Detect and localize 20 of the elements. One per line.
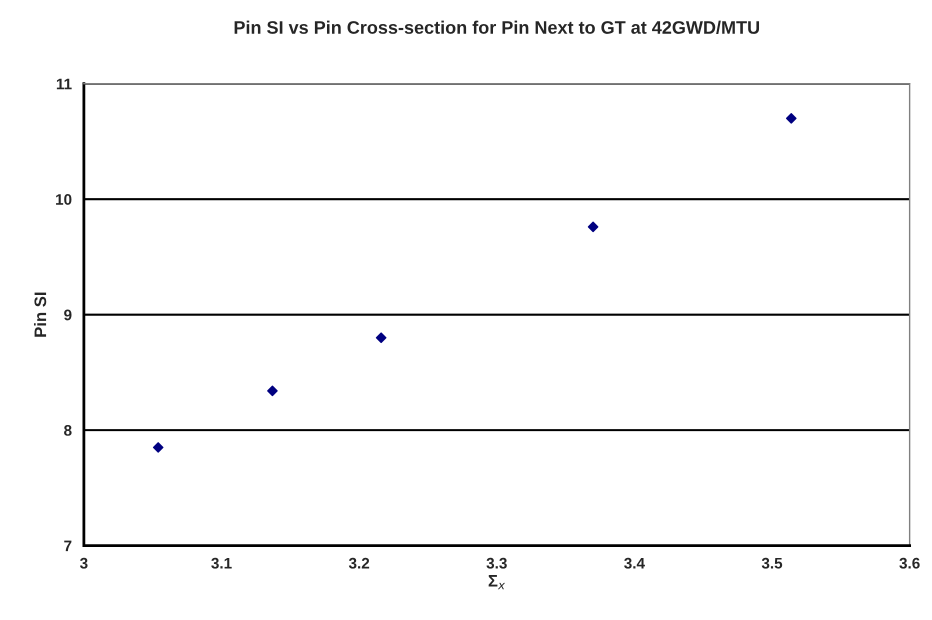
x-tick-label: 3.5 xyxy=(762,558,782,569)
x-tick-label: 3.3 xyxy=(486,558,507,569)
x-tick-label: 3 xyxy=(80,558,88,569)
point xyxy=(786,113,797,124)
y-tick-label: 10 xyxy=(56,194,72,205)
x-tick-label: 3.6 xyxy=(899,558,920,569)
x-tick-label: 3.4 xyxy=(624,558,645,569)
x-axis-title: Σ$_{x}$ xyxy=(488,575,506,590)
y-tick-label: 7 xyxy=(64,540,72,552)
x-tick-label: 3.1 xyxy=(211,558,232,569)
y-tick-label: 8 xyxy=(64,424,72,436)
x-tick-label: 3.2 xyxy=(348,558,370,569)
y-tick-label: 11 xyxy=(56,78,72,90)
y-tick-label: 9 xyxy=(64,310,72,320)
point xyxy=(152,442,164,453)
point xyxy=(588,222,598,232)
point xyxy=(267,386,278,396)
chart-title: Pin SI vs Pin Cross-section for Pin Next to GT at 42GWD/MTU xyxy=(234,20,760,34)
y-axis-title: Pin SI xyxy=(34,292,46,337)
point xyxy=(376,332,386,344)
